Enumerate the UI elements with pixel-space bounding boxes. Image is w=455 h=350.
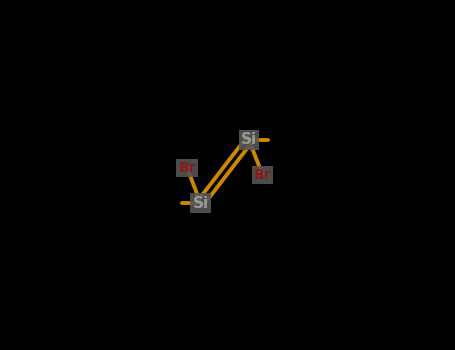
Text: Si: Si bbox=[192, 196, 209, 210]
Text: Br: Br bbox=[254, 168, 271, 182]
Text: Si: Si bbox=[241, 133, 257, 147]
Text: Br: Br bbox=[178, 161, 196, 175]
